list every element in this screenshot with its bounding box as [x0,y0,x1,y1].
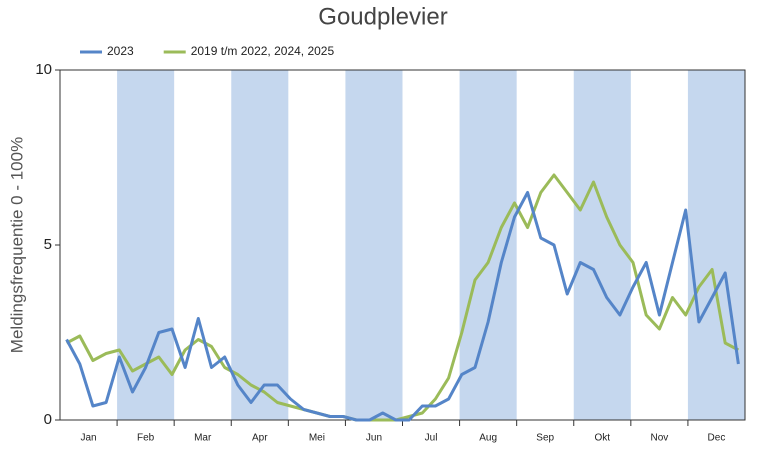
month-band [231,70,289,420]
x-tick-label: Apr [252,433,268,444]
series-line [65,191,740,422]
x-tick-label: Mar [194,433,212,444]
x-tick-label: Aug [479,433,497,444]
x-tick-label: Jan [80,433,96,444]
legend-label: 2019 t/m 2022, 2024, 2025 [191,44,335,58]
month-band [573,70,631,420]
y-axis-label: Meldingsfrequentie 0 - 100% [7,137,26,353]
x-tick-label: Dec [708,433,726,444]
month-band [459,70,517,420]
x-tick-label: Jun [366,433,382,444]
chart-title: Goudplevier [318,3,447,30]
x-tick-label: Nov [650,433,668,444]
x-tick-label: Mei [309,433,325,444]
series-line [65,173,740,422]
month-band [687,70,745,420]
month-band [345,70,403,420]
x-tick-label: Okt [595,433,611,444]
legend-label: 2023 [107,44,134,58]
y-tick-label: 5 [44,236,52,253]
y-tick-label: 0 [44,411,52,428]
y-tick-label: 10 [35,61,52,78]
x-tick-label: Sep [536,433,554,444]
x-tick-label: Jul [425,433,438,444]
x-tick-label: Feb [137,433,155,444]
